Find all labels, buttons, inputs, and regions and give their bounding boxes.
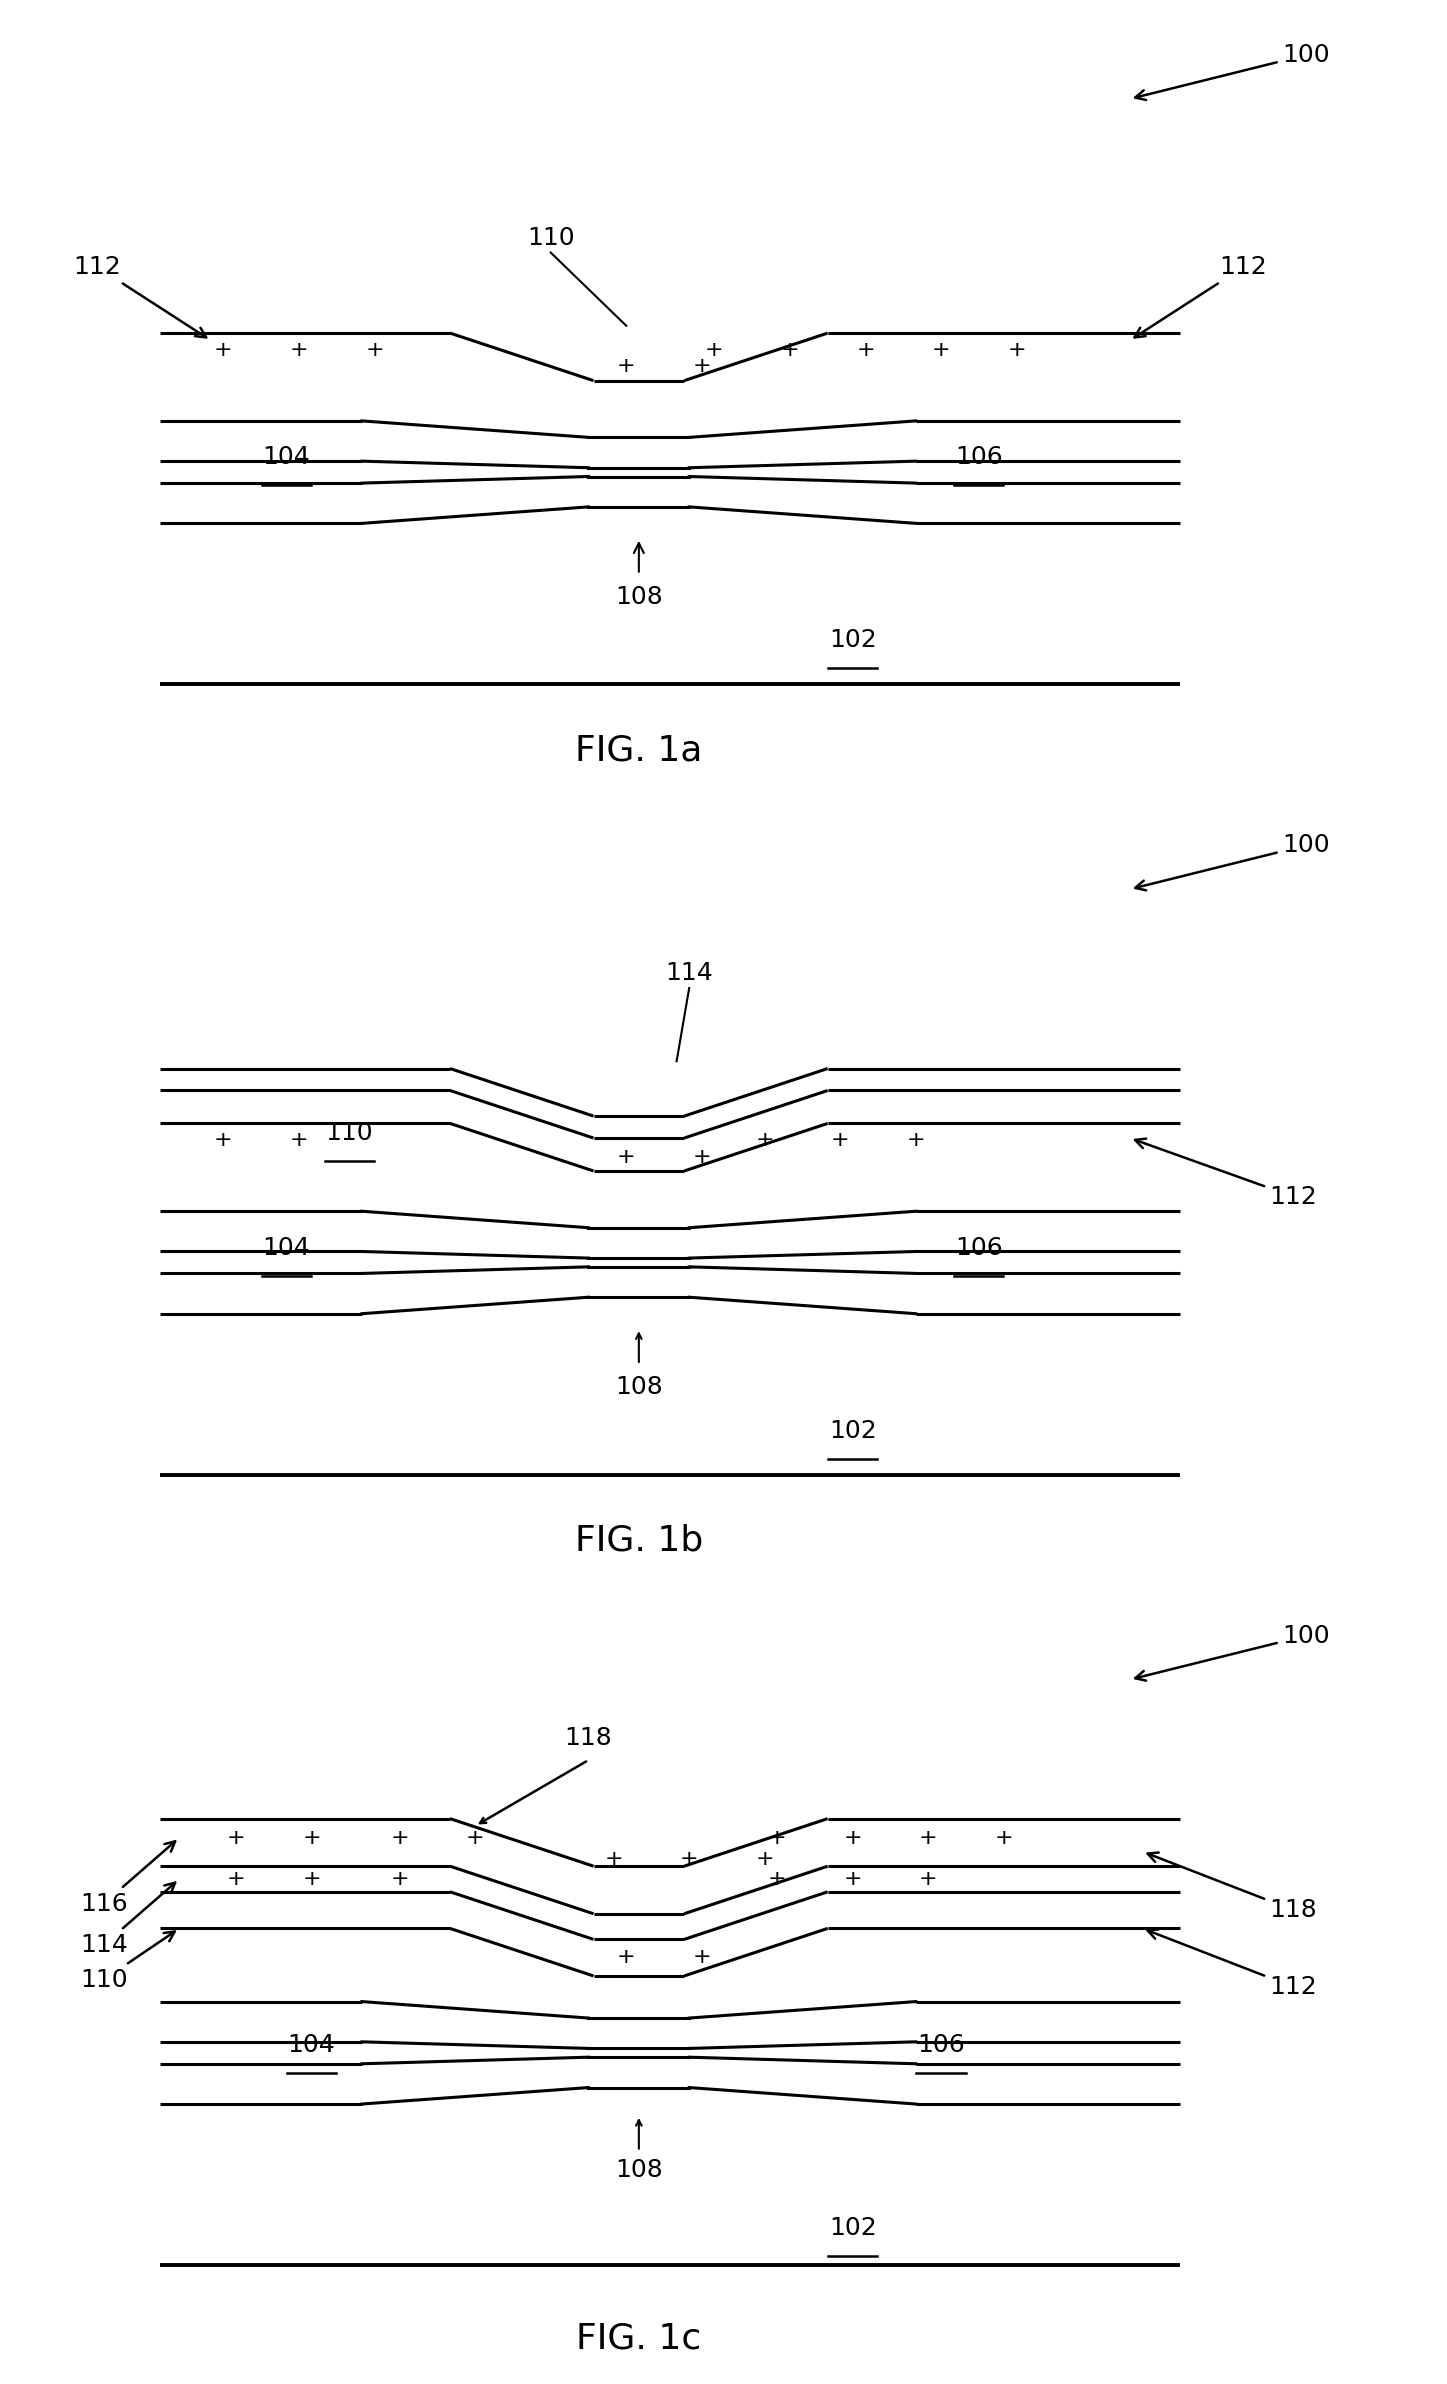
Text: +: + bbox=[705, 341, 724, 360]
Text: +: + bbox=[844, 1829, 862, 1848]
Text: +: + bbox=[616, 1948, 635, 1967]
Text: +: + bbox=[755, 1850, 774, 1869]
Text: 108: 108 bbox=[615, 584, 663, 608]
Text: 100: 100 bbox=[1136, 43, 1330, 100]
Text: 104: 104 bbox=[262, 446, 310, 470]
Text: 102: 102 bbox=[829, 629, 877, 653]
Text: 108: 108 bbox=[615, 1376, 663, 1399]
Text: +: + bbox=[1007, 341, 1026, 360]
Text: 110: 110 bbox=[80, 1931, 175, 1991]
Text: +: + bbox=[680, 1850, 699, 1869]
Text: +: + bbox=[831, 1130, 849, 1149]
Text: 106: 106 bbox=[955, 446, 1003, 470]
Text: +: + bbox=[844, 1869, 862, 1888]
Text: +: + bbox=[780, 341, 799, 360]
Text: FIG. 1b: FIG. 1b bbox=[574, 1523, 703, 1557]
Text: 118: 118 bbox=[1147, 1852, 1317, 1922]
Text: 102: 102 bbox=[829, 2217, 877, 2241]
Text: +: + bbox=[919, 1869, 938, 1888]
Text: +: + bbox=[289, 341, 308, 360]
Text: 116: 116 bbox=[80, 1840, 175, 1914]
Text: +: + bbox=[289, 1130, 308, 1149]
Text: FIG. 1c: FIG. 1c bbox=[576, 2322, 702, 2355]
Text: +: + bbox=[919, 1829, 938, 1848]
Text: 100: 100 bbox=[1136, 1624, 1330, 1681]
Text: +: + bbox=[693, 355, 710, 377]
Text: +: + bbox=[302, 1829, 321, 1848]
Text: +: + bbox=[605, 1850, 624, 1869]
Text: +: + bbox=[932, 341, 951, 360]
Text: +: + bbox=[768, 1829, 787, 1848]
Text: +: + bbox=[616, 355, 635, 377]
Text: 110: 110 bbox=[527, 226, 574, 250]
Text: +: + bbox=[768, 1869, 787, 1888]
Text: 100: 100 bbox=[1136, 834, 1330, 889]
Text: 106: 106 bbox=[955, 1235, 1003, 1259]
Text: 114: 114 bbox=[80, 1883, 175, 1957]
Text: +: + bbox=[693, 1948, 710, 1967]
Text: +: + bbox=[227, 1829, 246, 1848]
Text: +: + bbox=[214, 1130, 233, 1149]
Text: +: + bbox=[755, 1130, 774, 1149]
Text: 118: 118 bbox=[564, 1726, 612, 1750]
Text: +: + bbox=[227, 1869, 246, 1888]
Text: +: + bbox=[391, 1869, 410, 1888]
Text: 112: 112 bbox=[74, 255, 205, 339]
Text: +: + bbox=[906, 1130, 925, 1149]
Text: +: + bbox=[693, 1147, 710, 1166]
Text: +: + bbox=[214, 341, 233, 360]
Text: +: + bbox=[857, 341, 875, 360]
Text: 110: 110 bbox=[326, 1120, 373, 1144]
Text: +: + bbox=[616, 1147, 635, 1166]
Text: 104: 104 bbox=[288, 2034, 336, 2057]
Text: 108: 108 bbox=[615, 2158, 663, 2181]
Text: FIG. 1a: FIG. 1a bbox=[574, 734, 703, 768]
Text: 102: 102 bbox=[829, 1418, 877, 1442]
Text: 112: 112 bbox=[1134, 1140, 1317, 1209]
Text: +: + bbox=[365, 341, 383, 360]
Text: +: + bbox=[466, 1829, 485, 1848]
Text: 106: 106 bbox=[917, 2034, 965, 2057]
Text: 112: 112 bbox=[1134, 255, 1268, 339]
Text: +: + bbox=[302, 1869, 321, 1888]
Text: +: + bbox=[994, 1829, 1013, 1848]
Text: +: + bbox=[391, 1829, 410, 1848]
Text: 114: 114 bbox=[666, 961, 713, 985]
Text: 112: 112 bbox=[1147, 1929, 1317, 1998]
Text: 104: 104 bbox=[262, 1235, 310, 1259]
